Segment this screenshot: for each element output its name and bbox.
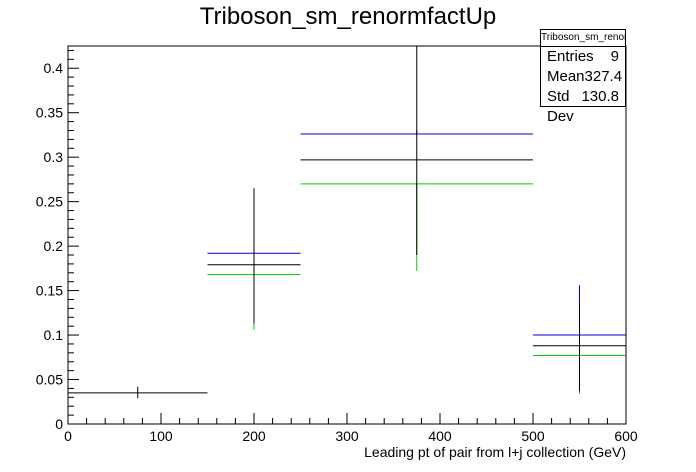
y-tick-label: 0.25 xyxy=(36,194,63,210)
y-tick-label: 0.35 xyxy=(36,105,63,121)
stats-box: Triboson_sm_renormfactUp Entries 9 Mean … xyxy=(540,29,626,125)
stats-label: Mean xyxy=(547,68,585,85)
x-tick-label: 0 xyxy=(64,428,72,444)
stats-value: 327.4 xyxy=(584,68,623,85)
y-axis: 0 0.05 0.1 0.15 0.2 0.25 0.3 0.35 0.4 xyxy=(36,49,79,432)
x-tick-label: 600 xyxy=(614,428,638,444)
stats-label: Entries xyxy=(547,48,594,65)
stats-label: Std Dev xyxy=(547,88,574,125)
chart-title: Triboson_sm_renormfactUp xyxy=(200,3,497,30)
x-tick-label: 100 xyxy=(149,428,173,444)
y-tick-label: 0.4 xyxy=(44,60,64,76)
y-tick-label: 0 xyxy=(55,416,63,432)
y-tick-label: 0.1 xyxy=(44,327,64,343)
y-tick-label: 0.2 xyxy=(44,238,64,254)
stats-title: Triboson_sm_renormfactUp xyxy=(541,30,625,47)
stats-value: 9 xyxy=(610,48,619,65)
x-tick-label: 300 xyxy=(335,428,359,444)
x-tick-label: 200 xyxy=(242,428,266,444)
y-tick-label: 0.15 xyxy=(36,283,63,299)
x-axis: 0 100 200 300 400 500 600 xyxy=(64,413,638,444)
y-tick-label: 0.05 xyxy=(36,372,63,388)
stats-row-entries: Entries 9 xyxy=(541,47,625,67)
y-tick-label: 0.3 xyxy=(44,149,64,165)
x-tick-label: 400 xyxy=(428,428,452,444)
stats-row-mean: Mean 327.4 xyxy=(541,67,625,87)
x-axis-label: Leading pt of pair from l+j collection (… xyxy=(364,444,626,460)
stats-row-std-dev: Std Dev 130.8 xyxy=(541,87,625,127)
nominal-series xyxy=(68,46,626,399)
stats-value: 130.8 xyxy=(581,88,619,105)
x-tick-label: 500 xyxy=(521,428,545,444)
